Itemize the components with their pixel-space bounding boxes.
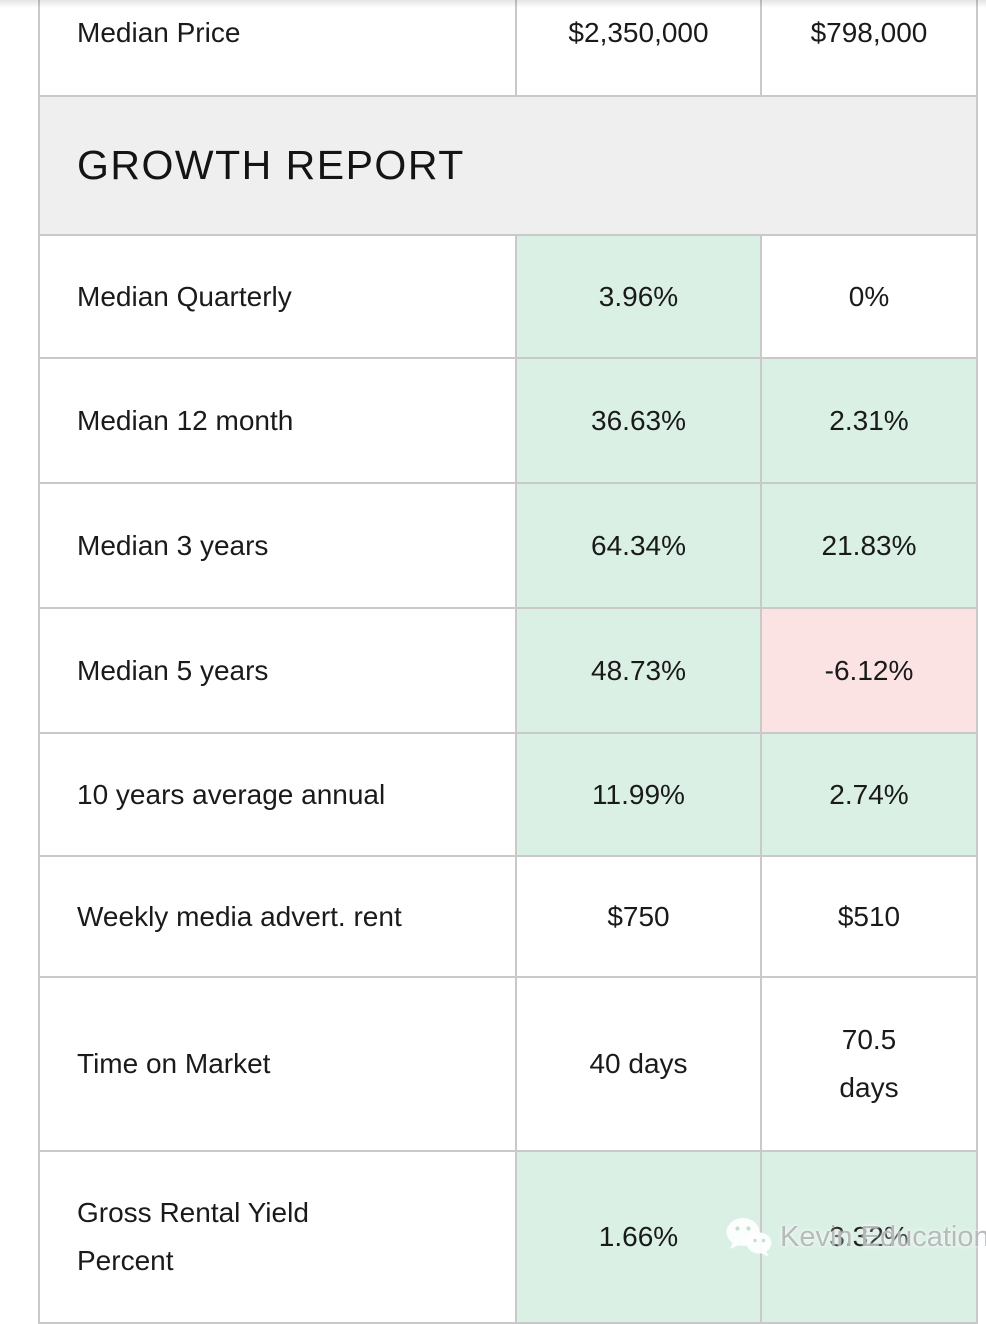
metric-label: Median 12 month <box>40 359 517 482</box>
metric-label: Median 5 years <box>40 609 517 732</box>
metric-label: Time on Market <box>40 978 517 1150</box>
value-cell: 48.73% <box>517 609 762 732</box>
value-cell: 40 days <box>517 978 762 1150</box>
section-header-row: GROWTH REPORT <box>40 97 978 236</box>
table-row-gross-rental-yield: Gross Rental Yield Percent 1.66% 3.32% <box>40 1152 978 1324</box>
value-cell: 2.31% <box>762 359 978 482</box>
value-cell: $2,350,000 <box>517 0 762 95</box>
value-cell: $750 <box>517 857 762 976</box>
value-cell: -6.12% <box>762 609 978 732</box>
value-cell: 70.5 days <box>762 978 978 1150</box>
growth-report-table: Median Price $2,350,000 $798,000 GROWTH … <box>38 0 978 1324</box>
value-cell: 3.32% <box>762 1152 978 1322</box>
value-cell: 2.74% <box>762 734 978 855</box>
value-cell: $510 <box>762 857 978 976</box>
value-cell: 21.83% <box>762 484 978 607</box>
value-cell: 1.66% <box>517 1152 762 1322</box>
metric-label: Gross Rental Yield Percent <box>40 1152 517 1322</box>
metric-label: Median Quarterly <box>40 236 517 357</box>
value-cell: 64.34% <box>517 484 762 607</box>
section-header-title: GROWTH REPORT <box>40 97 978 234</box>
value-cell: 3.96% <box>517 236 762 357</box>
table-row-median-3-years: Median 3 years 64.34% 21.83% <box>40 484 978 609</box>
value-cell: 0% <box>762 236 978 357</box>
table-row-10-years-average: 10 years average annual 11.99% 2.74% <box>40 734 978 857</box>
table-row-median-price: Median Price $2,350,000 $798,000 <box>40 0 978 97</box>
metric-label: 10 years average annual <box>40 734 517 855</box>
metric-label: Median 3 years <box>40 484 517 607</box>
metric-label: Median Price <box>40 0 517 95</box>
table-row-median-12-month: Median 12 month 36.63% 2.31% <box>40 359 978 484</box>
value-cell: $798,000 <box>762 0 978 95</box>
table-row-median-quarterly: Median Quarterly 3.96% 0% <box>40 236 978 359</box>
metric-label: Weekly media advert. rent <box>40 857 517 976</box>
table-row-weekly-advert-rent: Weekly media advert. rent $750 $510 <box>40 857 978 978</box>
value-cell: 36.63% <box>517 359 762 482</box>
table-row-time-on-market: Time on Market 40 days 70.5 days <box>40 978 978 1152</box>
table-row-median-5-years: Median 5 years 48.73% -6.12% <box>40 609 978 734</box>
value-cell: 11.99% <box>517 734 762 855</box>
